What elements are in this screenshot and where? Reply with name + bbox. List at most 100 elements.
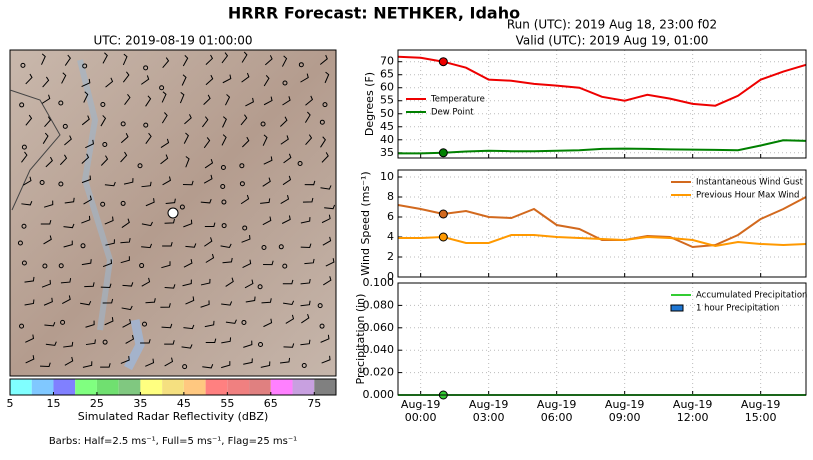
- barb: [321, 214, 331, 224]
- barb: [102, 298, 114, 304]
- barb: [205, 54, 214, 66]
- barb: [304, 258, 315, 265]
- barb: [83, 91, 89, 103]
- barb: [124, 94, 131, 106]
- highlight-marker: [438, 232, 448, 242]
- calm-marker: [58, 100, 64, 106]
- plot-area: [398, 283, 806, 395]
- barb: [41, 279, 51, 288]
- barb: [241, 51, 248, 63]
- barb: [165, 198, 176, 204]
- barb: [162, 241, 173, 247]
- barb: [260, 361, 271, 368]
- plot-frame: [397, 282, 807, 396]
- barb: [305, 134, 313, 146]
- barb: [81, 78, 91, 88]
- barb: [164, 340, 175, 345]
- barb: [300, 278, 311, 285]
- barb: [200, 300, 210, 308]
- barb: [59, 154, 68, 166]
- barb: [282, 279, 294, 285]
- barb: [183, 259, 193, 268]
- barb: [43, 297, 53, 306]
- wind-barbs: [17, 51, 336, 370]
- calm-marker: [297, 160, 303, 166]
- run-title: Run (UTC): 2019 Aug 18, 23:00 f02: [507, 18, 717, 32]
- barb: [100, 363, 111, 368]
- calm-marker: [21, 223, 27, 229]
- barb: [81, 215, 91, 224]
- barb: [179, 91, 185, 104]
- barb: [240, 194, 250, 205]
- barb: [141, 75, 150, 85]
- barb: [125, 335, 135, 344]
- barb: [80, 300, 92, 306]
- barb: [324, 204, 336, 210]
- barb: [300, 217, 311, 224]
- barb: [200, 199, 212, 204]
- barb: [84, 282, 95, 288]
- colorbar-tick-label: 75: [307, 397, 321, 410]
- barb: [40, 220, 52, 225]
- legend-label: Accumulated Precipitation: [696, 291, 807, 301]
- barb: [85, 320, 95, 328]
- barb: [204, 237, 213, 247]
- barb: [161, 112, 168, 124]
- y-tick-label: 60: [380, 81, 394, 94]
- barb: [162, 176, 172, 186]
- barb: [61, 295, 71, 304]
- barb: [203, 174, 213, 184]
- y-tick-label: 0.080: [363, 298, 395, 311]
- barb: [100, 115, 107, 127]
- y-axis-label: Degrees (F): [363, 72, 376, 136]
- y-tick-label: 55: [380, 94, 394, 107]
- y-tick-label: 0.000: [363, 388, 395, 401]
- barb: [120, 151, 128, 163]
- line: [397, 55, 807, 107]
- legend-label: 1 hour Precipitation: [696, 304, 779, 314]
- barb: [224, 94, 231, 106]
- legend-label: Dew Point: [431, 108, 474, 118]
- barb: [141, 243, 153, 249]
- barb: [104, 181, 116, 187]
- barb: [205, 253, 215, 263]
- colorbar-box: [292, 379, 315, 395]
- calm-marker: [239, 181, 245, 187]
- barb: [200, 278, 211, 286]
- barb: [323, 276, 332, 286]
- barb: [221, 301, 233, 306]
- barb: [104, 216, 114, 225]
- barb: [81, 115, 90, 126]
- barb: [305, 95, 314, 106]
- barb: [300, 73, 309, 83]
- barb: [243, 340, 253, 348]
- calm-marker: [20, 62, 26, 68]
- y-tick-label: 8: [387, 190, 394, 203]
- calm-marker: [257, 284, 263, 290]
- y-tick-label: 35: [380, 146, 394, 159]
- barb: [43, 235, 52, 245]
- barb: [241, 235, 251, 243]
- y-tick-label: 0.020: [363, 366, 395, 379]
- barb: [281, 55, 288, 67]
- y-tick-label: 0.060: [363, 321, 395, 334]
- reservoir: [124, 319, 145, 371]
- barb: [244, 279, 254, 289]
- barb: [141, 277, 151, 287]
- barb: [281, 215, 291, 224]
- calm-marker: [182, 364, 188, 370]
- barb: [222, 116, 227, 128]
- y-tick-label: 65: [380, 68, 394, 81]
- barb: [283, 153, 292, 164]
- barb: [83, 195, 92, 205]
- y-tick-label: 6: [387, 210, 394, 223]
- barb: [85, 139, 95, 149]
- barb: [264, 55, 273, 66]
- barb: [145, 298, 156, 304]
- barb: [221, 134, 227, 146]
- barb: [243, 358, 253, 365]
- barb: [300, 300, 311, 307]
- barb: [185, 296, 195, 305]
